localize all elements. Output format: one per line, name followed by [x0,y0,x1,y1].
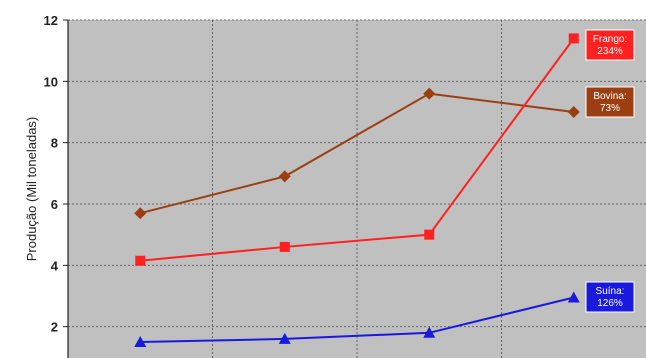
y-tick-label: 12 [44,13,58,28]
end-label-text: Bovina: [593,91,626,102]
end-label-box [585,86,635,118]
data-point [278,332,291,344]
series-line [140,92,574,215]
end-label-text: 73% [600,103,620,114]
end-label-su-na: Suína:126% [585,281,635,313]
end-label-text: Suína: [596,286,625,297]
end-label-box [585,29,635,61]
data-point [423,87,436,100]
y-tick-label: 10 [44,74,58,89]
data-point [278,170,291,183]
series [134,33,580,347]
y-axis-label: Produção (Mil toneladas) [24,117,39,262]
end-label-text: Frango: [593,34,627,45]
data-point [423,326,436,338]
data-point [135,255,146,266]
data-point [134,207,147,220]
end-label-text: 234% [597,46,623,57]
end-label-bovina: Bovina:73% [585,86,635,118]
y-tick-label: 8 [51,136,58,151]
series-line [140,37,575,262]
axes: 2 4 6 8 10 12 [44,13,69,358]
grid [68,19,646,358]
data-point [567,291,580,303]
end-label-text: 126% [597,298,623,309]
data-point [568,33,579,44]
y-tick-label: 2 [51,320,58,335]
data-point [567,106,580,118]
end-label-frango: Frango:234% [585,29,635,61]
series-su-na [134,291,580,347]
end-label-box [585,281,635,313]
series-bovina [134,87,580,220]
y-tick-label: 4 [51,258,59,273]
series-frango [135,33,579,266]
data-point [424,229,435,240]
data-point [279,241,290,252]
series-line [140,296,574,343]
data-point [134,336,147,347]
series-end-labels: Bovina:73% Frango:234% Suína:126% [585,29,635,313]
y-tick-label: 6 [51,197,58,212]
